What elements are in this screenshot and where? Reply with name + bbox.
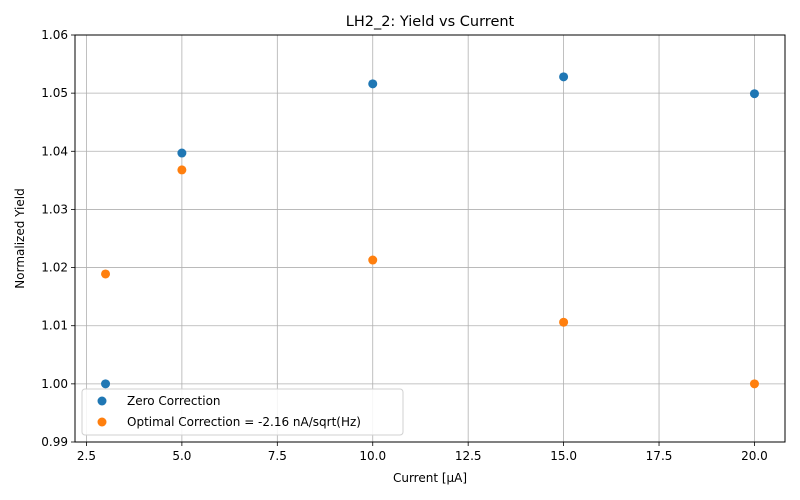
grid: [75, 34, 785, 443]
legend-entry-label: Optimal Correction = -2.16 nA/sqrt(Hz): [127, 415, 361, 429]
y-tick-label: 1.00: [41, 377, 68, 391]
axis-ticks: 2.5 5.0 7.5 10.0 12.5 15.0 17.5 20.0 0.99 1.00 1.0…: [41, 28, 768, 463]
x-tick-label: 12.5: [455, 449, 482, 463]
y-tick-label: 1.06: [41, 28, 68, 42]
y-tick-label: 0.99: [41, 435, 68, 449]
data-point-series-1: [368, 79, 378, 89]
x-tick-label: 20.0: [741, 449, 768, 463]
legend-marker: [97, 417, 107, 427]
data-point-series-2: [101, 269, 111, 279]
y-tick-label: 1.03: [41, 202, 68, 216]
y-tick-label: 1.04: [41, 144, 68, 158]
data-point-series-2: [749, 379, 759, 389]
chart-title: LH2_2: Yield vs Current: [346, 14, 515, 30]
data-points: [101, 72, 759, 389]
data-point-series-2: [368, 255, 378, 265]
x-tick-label: 15.0: [550, 449, 577, 463]
legend-entry-label: Zero Correction: [127, 394, 221, 408]
legend-box: [81, 388, 404, 436]
x-tick-label: 10.0: [359, 449, 386, 463]
data-point-series-2: [559, 317, 569, 327]
plot-frame: [74, 34, 786, 443]
x-axis-label: Current [μA]: [393, 471, 467, 485]
x-tick-label: 2.5: [77, 449, 96, 463]
x-tick-label: 7.5: [268, 449, 287, 463]
data-point-series-1: [177, 148, 187, 158]
data-point-series-1: [749, 89, 759, 99]
x-tick-label: 17.5: [646, 449, 673, 463]
data-point-series-1: [559, 72, 569, 82]
data-point-series-2: [177, 165, 187, 175]
legend-marker: [97, 396, 107, 406]
legend: Zero Correction Optimal Correction = -2.1…: [81, 388, 404, 436]
y-tick-label: 1.01: [41, 319, 68, 333]
data-point-series-1: [101, 379, 111, 389]
x-tick-label: 5.0: [172, 449, 191, 463]
y-axis-label: Normalized Yield: [13, 188, 27, 288]
y-tick-label: 1.05: [41, 86, 68, 100]
y-tick-label: 1.02: [41, 261, 68, 275]
